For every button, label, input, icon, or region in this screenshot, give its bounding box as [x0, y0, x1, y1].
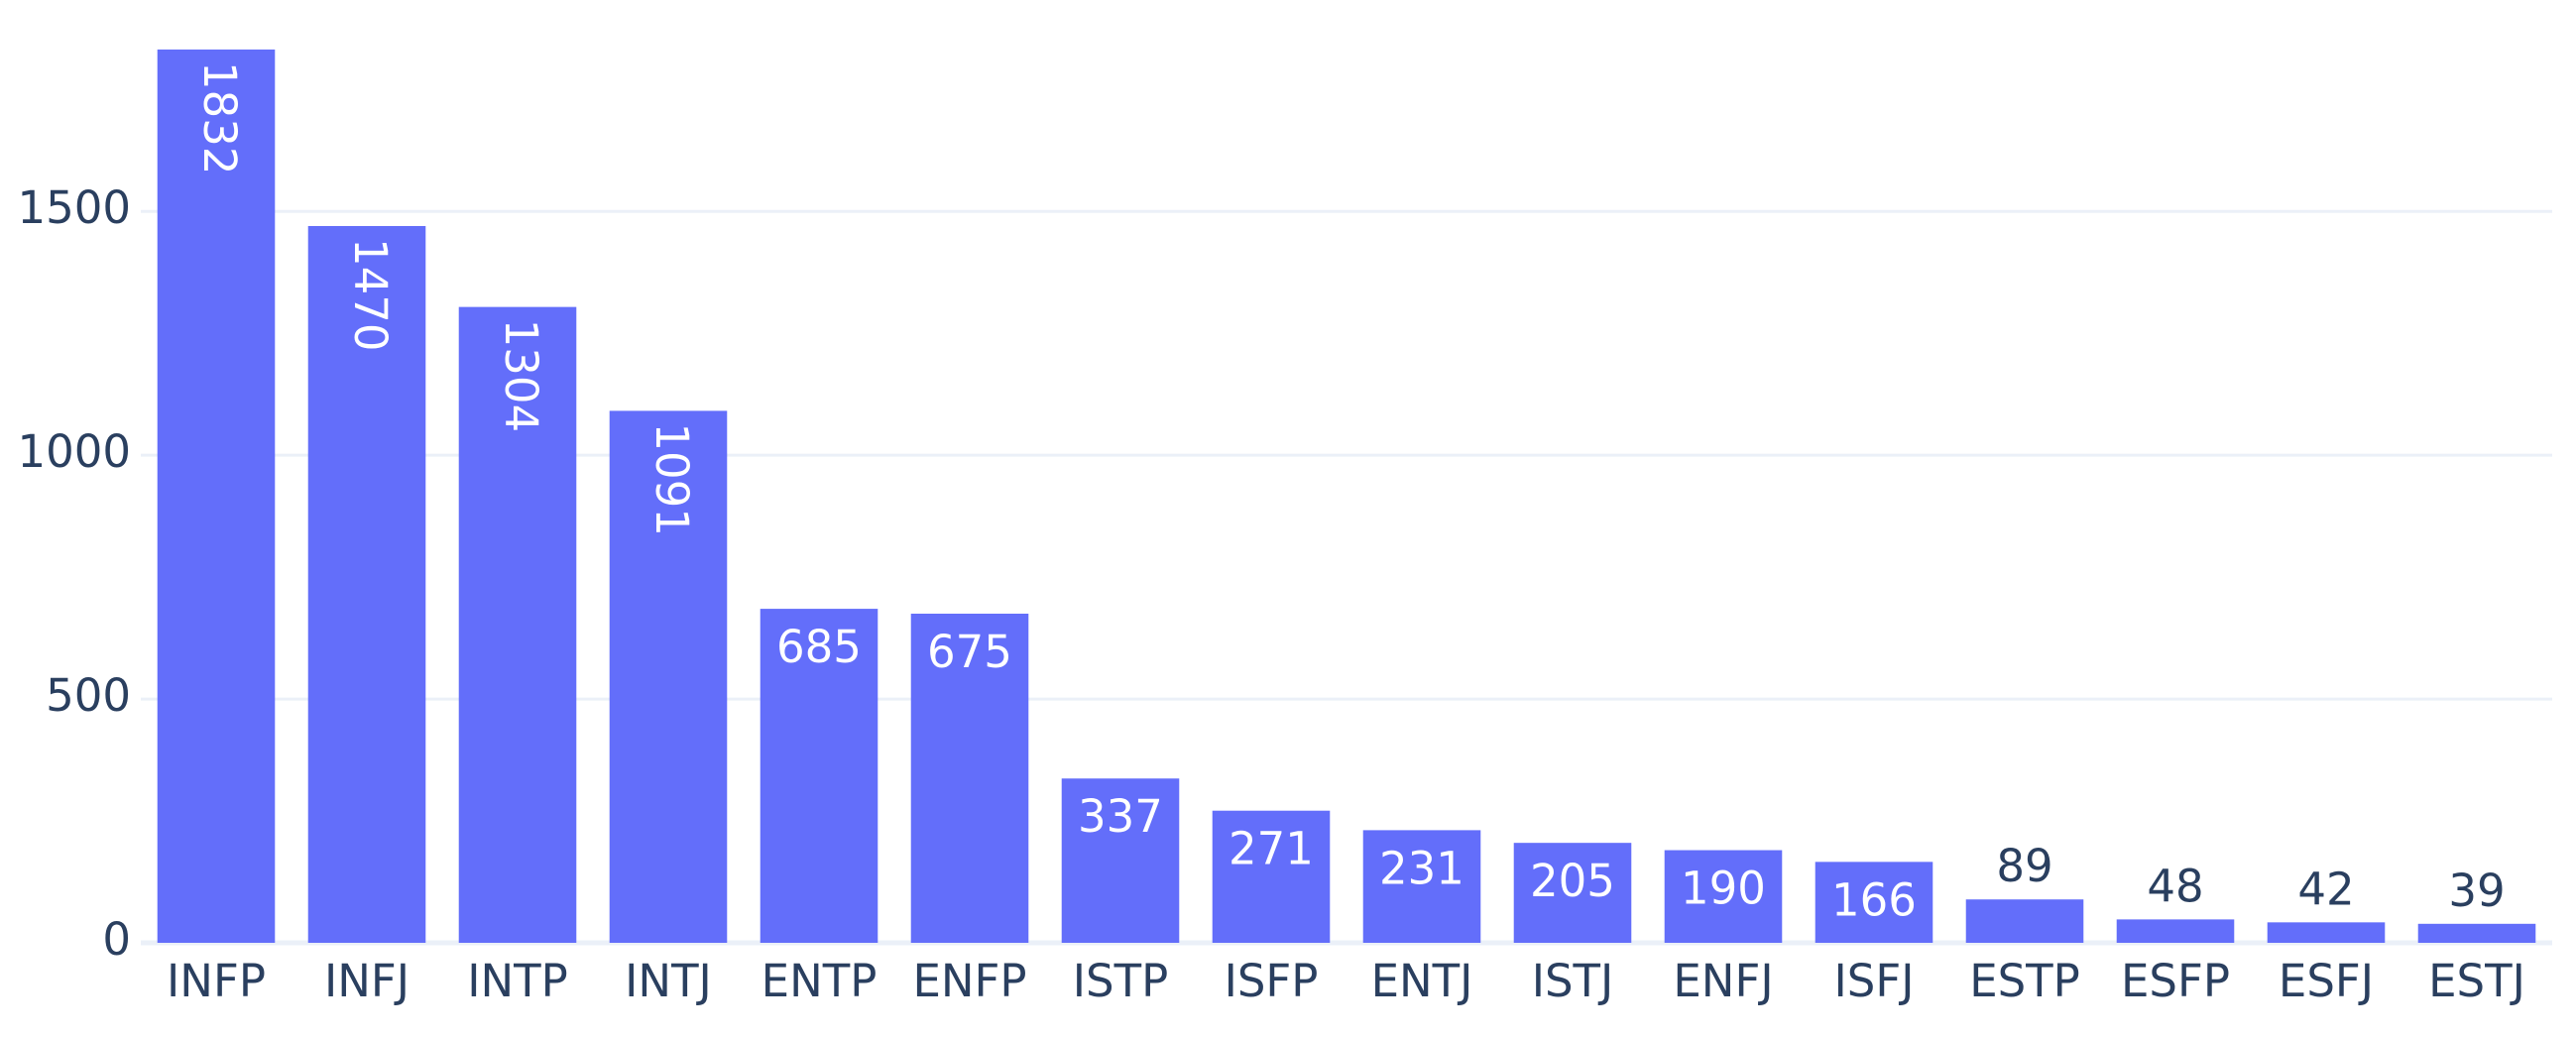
bar [1061, 778, 1180, 943]
bar [1815, 862, 1933, 943]
bar [910, 614, 1029, 943]
x-tick-label: ESTJ [2428, 955, 2525, 1007]
bar [458, 306, 577, 943]
bar [2267, 922, 2386, 943]
data-label: 42 [2297, 863, 2354, 915]
data-label: 337 [1078, 790, 1163, 843]
data-label: 89 [1996, 840, 2052, 892]
x-tick-label: ISTP [1073, 955, 1168, 1007]
bar [760, 609, 878, 943]
data-label: 48 [2147, 860, 2203, 912]
bar [1362, 830, 1481, 943]
x-tick-label: ESFP [2121, 955, 2230, 1007]
bar [1664, 850, 1783, 943]
data-label: 271 [1229, 823, 1314, 875]
x-tick-label: ISFJ [1834, 955, 1915, 1007]
x-tick-label: ISFP [1225, 955, 1319, 1007]
bar [2116, 919, 2235, 943]
data-label: 1470 [344, 238, 397, 352]
y-tick-label: 500 [46, 669, 131, 722]
x-tick-label: INFP [167, 955, 266, 1007]
bar [1212, 810, 1331, 943]
data-label: 231 [1379, 842, 1464, 894]
data-label: 685 [776, 621, 862, 673]
data-label: 1304 [495, 319, 547, 433]
x-tick-label: ESFJ [2279, 955, 2374, 1007]
bar [2417, 923, 2536, 943]
bar [1513, 843, 1632, 943]
data-label: 166 [1831, 873, 1917, 926]
x-tick-label: INFJ [324, 955, 410, 1007]
x-tick-label: ISTJ [1532, 955, 1614, 1007]
bar [307, 225, 426, 943]
bar [1965, 899, 2084, 943]
x-tick-label: ENFJ [1673, 955, 1773, 1007]
data-label: 205 [1530, 855, 1615, 907]
x-tick-label: ESTP [1969, 955, 2080, 1007]
data-label: 190 [1681, 863, 1766, 915]
x-tick-label: INTP [467, 955, 568, 1007]
y-tick-label: 0 [102, 913, 131, 966]
x-tick-label: ENTP [761, 955, 878, 1007]
bar [157, 49, 276, 943]
data-label: 39 [2448, 865, 2505, 917]
bar [609, 410, 728, 943]
y-tick-label: 1000 [17, 425, 131, 478]
x-tick-label: ENTJ [1371, 955, 1473, 1007]
x-tick-label: ENFP [912, 955, 1026, 1007]
data-label: 1091 [645, 422, 698, 536]
x-tick-label: INTJ [625, 955, 712, 1007]
data-label: 1832 [193, 61, 246, 175]
y-tick-label: 1500 [17, 181, 131, 234]
data-label: 675 [927, 626, 1012, 678]
